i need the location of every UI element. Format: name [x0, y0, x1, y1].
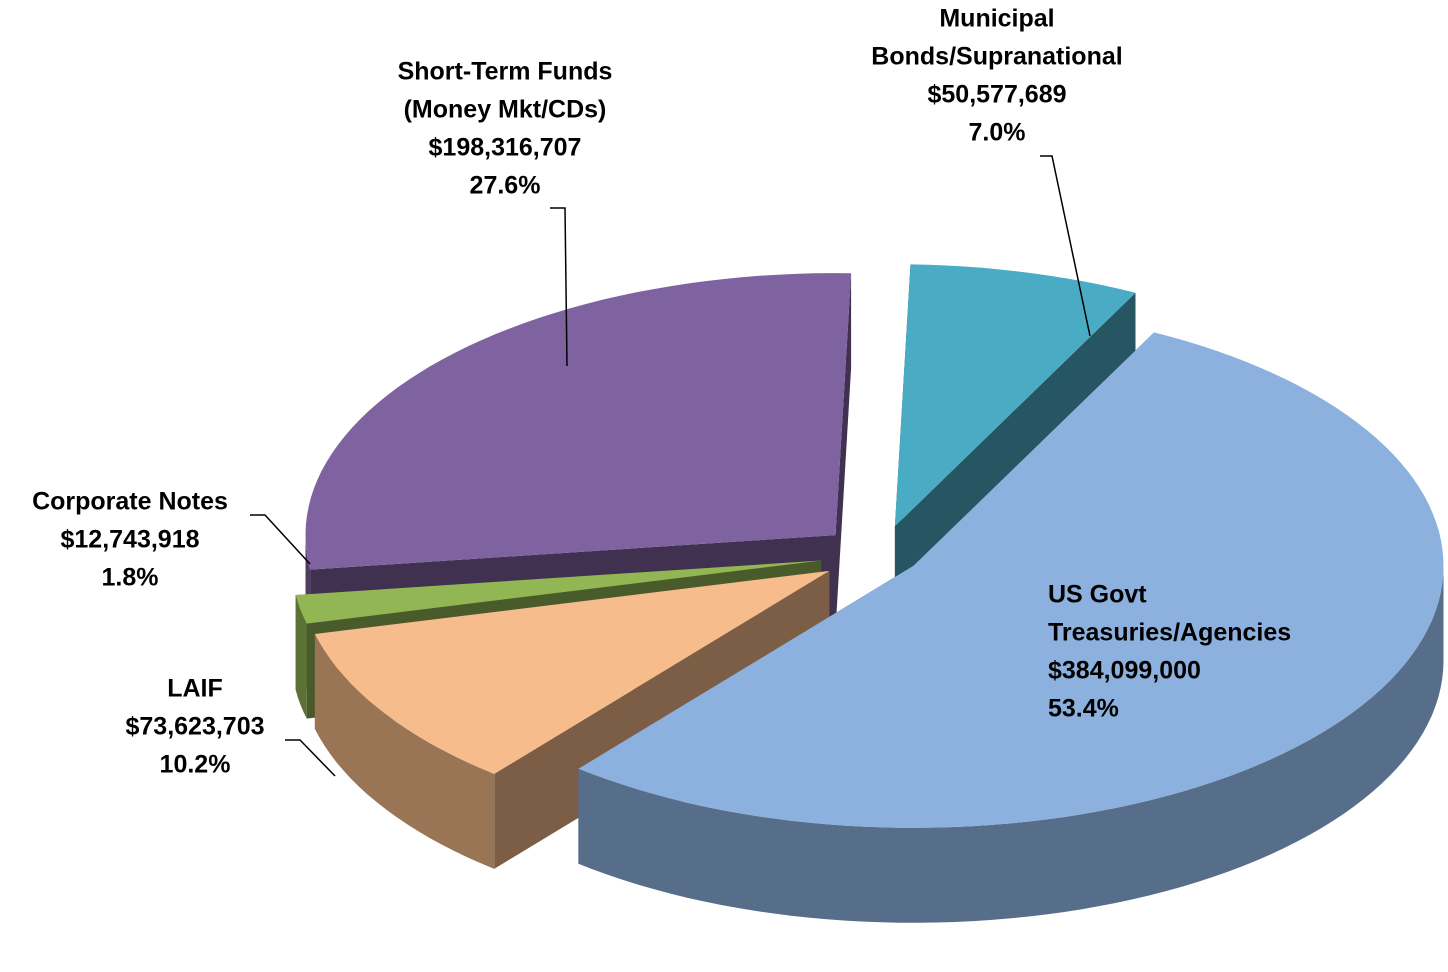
label-line: 7.0%	[969, 119, 1026, 147]
label-line: LAIF	[167, 675, 223, 703]
slice	[894, 264, 1136, 527]
label-line: Bonds/Supranational	[871, 43, 1122, 71]
label-line: $12,743,918	[60, 526, 199, 554]
slice	[578, 332, 1444, 828]
leader-line	[250, 514, 311, 565]
leader-line	[1040, 155, 1091, 337]
slice-side	[295, 595, 307, 719]
label-line: 10.2%	[160, 751, 231, 779]
label-line: $384,099,000	[1048, 657, 1201, 685]
leader-line	[550, 207, 568, 367]
label-line: (Money Mkt/CDs)	[404, 96, 607, 124]
slice-label: Municipal Bonds/Supranational $50,577,689 7…	[871, 5, 1122, 147]
slice-side	[314, 634, 495, 869]
slice	[295, 560, 822, 624]
label-line: 53.4%	[1048, 695, 1119, 723]
slice-label: US Govt Treasuries/Agencies $384,099,000 53…	[1048, 581, 1291, 723]
slice-wall	[835, 273, 852, 631]
label-line: 1.8%	[102, 564, 159, 592]
slice	[305, 273, 852, 570]
label-line: US Govt	[1048, 581, 1147, 609]
slice-label: LAIF $73,623,703 10.2%	[125, 675, 264, 779]
label-line: Short-Term Funds	[398, 58, 613, 86]
label-line: $198,316,707	[429, 134, 582, 162]
label-line: $73,623,703	[125, 713, 264, 741]
label-line: 27.6%	[470, 172, 541, 200]
label-line: Corporate Notes	[32, 488, 228, 516]
label-line: Municipal	[939, 5, 1054, 33]
label-line: Treasuries/Agencies	[1048, 619, 1291, 647]
slice-label: Corporate Notes $12,743,918 1.8%	[32, 488, 228, 592]
label-line: $50,577,689	[927, 81, 1066, 109]
slice	[314, 570, 830, 774]
slice-label: Short-Term Funds (Money Mkt/CDs) $198,316,…	[398, 58, 613, 200]
slice-side	[578, 565, 1444, 923]
leader-line	[285, 739, 336, 777]
